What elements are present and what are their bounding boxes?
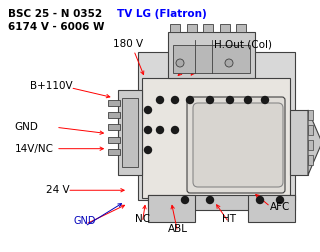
FancyBboxPatch shape [193, 103, 283, 187]
Bar [308, 125, 313, 135]
Text: GND: GND [14, 122, 38, 132]
Bar [108, 112, 120, 118]
Circle shape [156, 97, 164, 104]
Text: 24 V: 24 V [46, 185, 70, 195]
Bar [290, 110, 308, 175]
Text: AFC: AFC [270, 202, 291, 212]
Bar [108, 100, 120, 106]
Bar [108, 137, 120, 143]
Bar [203, 24, 213, 32]
Bar [118, 90, 142, 175]
Bar [142, 78, 290, 198]
Text: ABL: ABL [168, 224, 188, 234]
Circle shape [257, 197, 263, 204]
Text: H.Out (Col): H.Out (Col) [214, 39, 272, 49]
Bar [148, 195, 295, 210]
Text: NC: NC [135, 214, 150, 224]
Bar [108, 149, 120, 155]
Circle shape [244, 97, 252, 104]
Circle shape [187, 97, 194, 104]
Bar [138, 52, 295, 200]
Bar [308, 110, 313, 120]
Bar [236, 24, 246, 32]
Text: 14V/NC: 14V/NC [14, 144, 53, 154]
Bar [122, 98, 138, 167]
Bar [108, 124, 120, 130]
Bar [168, 32, 255, 78]
Bar [173, 45, 250, 73]
Circle shape [206, 197, 213, 204]
Text: GND: GND [74, 215, 96, 226]
Circle shape [172, 97, 179, 104]
Text: 6174 V - 6006 W: 6174 V - 6006 W [8, 22, 105, 32]
Circle shape [225, 59, 233, 67]
Circle shape [261, 97, 268, 104]
Text: TV LG (Flatron): TV LG (Flatron) [117, 9, 206, 19]
Bar [148, 195, 195, 222]
Circle shape [145, 146, 151, 153]
Bar [170, 24, 180, 32]
Circle shape [276, 197, 284, 204]
Text: 180 V: 180 V [113, 39, 143, 49]
Circle shape [145, 127, 151, 134]
Circle shape [181, 197, 188, 204]
Bar [187, 24, 197, 32]
Circle shape [156, 127, 164, 134]
Bar [308, 155, 313, 165]
Text: B+110V: B+110V [30, 81, 73, 91]
Circle shape [145, 107, 151, 113]
Circle shape [172, 127, 179, 134]
Circle shape [176, 59, 184, 67]
Text: BSC 25 - N 0352: BSC 25 - N 0352 [8, 9, 102, 19]
Circle shape [206, 97, 213, 104]
Bar [308, 140, 313, 150]
Polygon shape [308, 110, 320, 175]
Bar [248, 195, 295, 222]
FancyBboxPatch shape [187, 97, 285, 193]
Circle shape [227, 97, 234, 104]
Text: HT: HT [222, 214, 236, 224]
Bar [220, 24, 230, 32]
